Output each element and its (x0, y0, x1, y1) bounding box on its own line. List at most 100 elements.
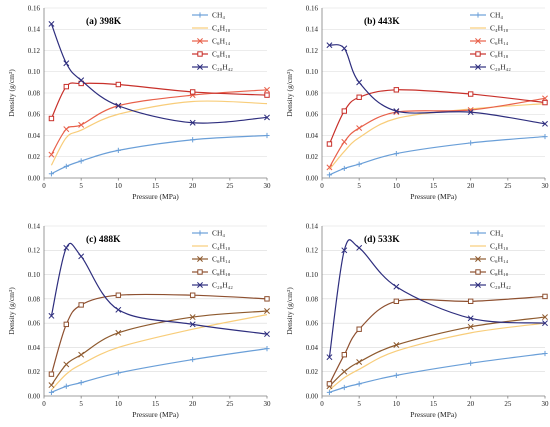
data-point (48, 312, 55, 319)
data-point (48, 151, 55, 158)
x-tick-label: 10 (393, 400, 401, 408)
legend-marker (197, 51, 203, 57)
legend-label: C₆H₁₄ (212, 255, 231, 264)
data-point (341, 165, 347, 172)
x-tick-label: 15 (430, 182, 438, 190)
x-tick-label: 0 (320, 400, 324, 408)
x-axis-label: Pressure (MPa) (132, 410, 179, 419)
series-5 (326, 239, 548, 361)
x-tick-label: 5 (79, 400, 83, 408)
data-point (115, 147, 121, 153)
data-point (63, 361, 70, 368)
x-tick-label: 20 (189, 182, 197, 190)
series-1 (326, 133, 548, 178)
series-line (328, 103, 546, 170)
series-2 (328, 103, 546, 170)
data-point (341, 108, 348, 114)
legend-label: C₈H₁₈ (490, 268, 509, 277)
y-tick-label: 0.12 (306, 47, 319, 55)
data-point (78, 380, 84, 386)
y-tick-label: 0.04 (306, 344, 319, 352)
x-axis-label: Pressure (MPa) (410, 410, 457, 419)
data-point (326, 172, 333, 178)
chart-title: (c) 488K (86, 234, 121, 245)
y-tick-label: 0.02 (28, 153, 41, 161)
data-point (468, 360, 474, 366)
x-tick-label: 15 (152, 400, 160, 408)
y-tick-label: 0.06 (28, 320, 41, 328)
series-line (50, 310, 268, 386)
y-tick-label: 0.12 (306, 247, 319, 255)
data-point (356, 381, 362, 387)
legend-marker (475, 256, 481, 262)
data-point (467, 91, 474, 97)
x-tick-label: 20 (189, 400, 197, 408)
series-5 (48, 20, 270, 126)
legend-label: C₈H₁₈ (212, 268, 231, 277)
chart-panel-2: 0.00 0.02 0.04 0.06 0.08 0.10 0.12 0.14 0.16 0 5 10… (285, 4, 549, 201)
y-tick-label: 0.02 (28, 368, 41, 376)
series-2 (50, 100, 268, 166)
series-2 (329, 322, 546, 391)
data-point (467, 315, 474, 322)
legend-label: CH₄ (212, 229, 225, 238)
x-tick-label: 0 (42, 400, 46, 408)
series-line (51, 348, 268, 393)
data-point (48, 115, 55, 122)
data-point (63, 126, 70, 133)
data-point (326, 141, 333, 147)
y-tick-label: 0.14 (28, 26, 41, 34)
series-line (328, 239, 546, 358)
series-line (50, 82, 268, 119)
data-point (341, 45, 348, 52)
series-3 (326, 314, 548, 390)
data-point (356, 79, 363, 86)
chart-title: (d) 533K (364, 234, 400, 245)
legend-marker (475, 230, 481, 236)
x-tick-label: 15 (152, 182, 160, 190)
data-point (63, 83, 69, 90)
series-line (329, 135, 546, 176)
data-point (356, 125, 363, 132)
series-line (50, 23, 268, 124)
x-tick-label: 10 (115, 182, 123, 190)
data-point (48, 382, 55, 389)
legend-marker (197, 64, 203, 70)
data-point (190, 137, 196, 143)
series-line (329, 322, 546, 391)
data-point (393, 283, 400, 290)
data-point (78, 351, 85, 358)
y-tick-label: 0.00 (306, 174, 319, 182)
x-tick-label: 5 (79, 182, 83, 190)
data-point (393, 87, 400, 93)
data-point (78, 121, 85, 128)
series-1 (326, 350, 548, 395)
data-point (189, 119, 196, 126)
legend-label: C₆H₁₄ (490, 255, 509, 264)
y-tick-label: 0.10 (28, 68, 41, 76)
y-tick-label: 0.04 (28, 132, 41, 140)
x-tick-label: 5 (357, 182, 361, 190)
data-point (78, 302, 84, 308)
y-tick-label: 0.12 (28, 47, 41, 55)
legend-label: C₄H₁₀ (490, 242, 509, 251)
series-line (50, 89, 268, 155)
data-point (190, 356, 196, 363)
y-tick-label: 0.02 (306, 368, 319, 376)
y-tick-label: 0.02 (306, 153, 319, 161)
data-point (467, 109, 474, 116)
legend-label: C₈H₁₈ (490, 50, 509, 59)
data-point (356, 161, 362, 167)
data-point (115, 329, 122, 336)
chart-title: (b) 443K (364, 16, 400, 27)
legend-label: C₂₀H₄₂ (490, 63, 511, 72)
y-tick-label: 0.14 (306, 222, 319, 230)
x-tick-label: 0 (42, 182, 46, 190)
series-line (329, 352, 546, 393)
data-point (326, 354, 333, 361)
data-point (115, 102, 122, 109)
series-3 (48, 86, 270, 158)
y-tick-label: 0.10 (306, 68, 319, 76)
data-point (264, 132, 270, 139)
